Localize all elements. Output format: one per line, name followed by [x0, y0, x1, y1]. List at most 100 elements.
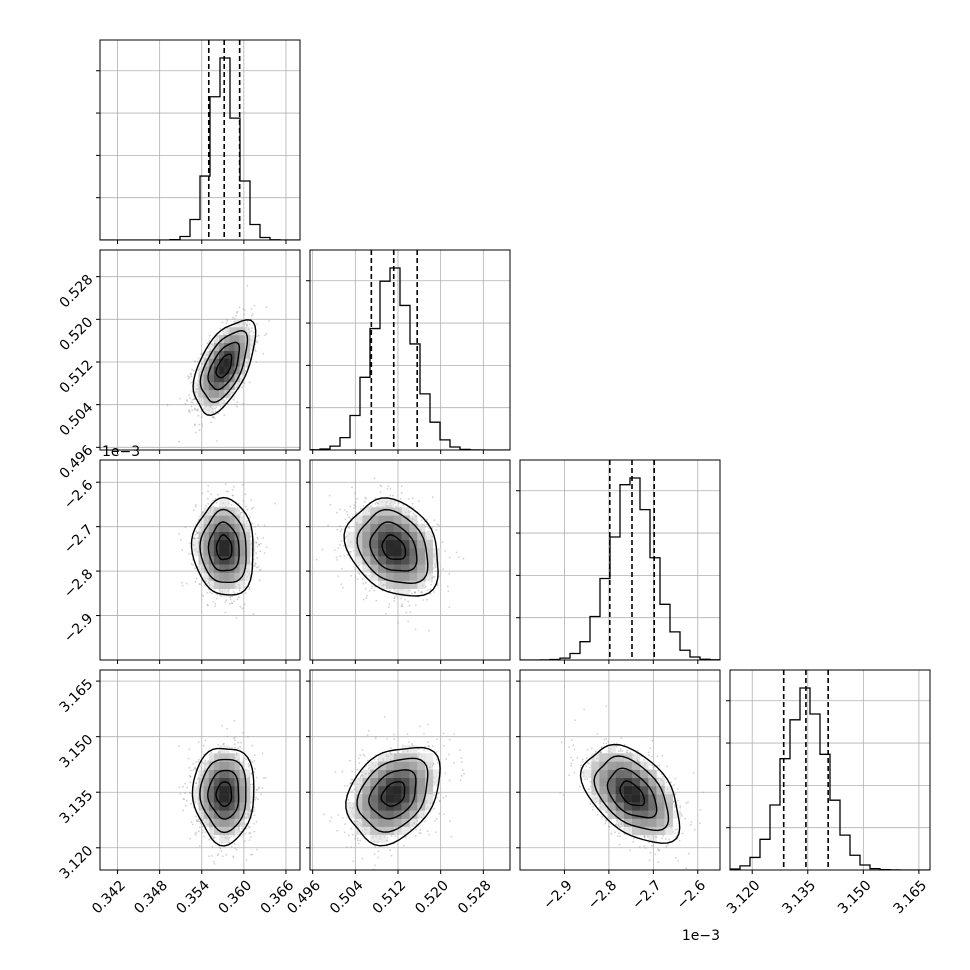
- density-cell: [244, 327, 251, 336]
- scatter-point: [188, 409, 191, 412]
- density-cell: [213, 381, 220, 390]
- scatter-point: [196, 403, 198, 405]
- density-cell: [409, 556, 418, 565]
- scatter-point: [193, 398, 196, 401]
- density-cell: [362, 564, 371, 573]
- scatter-point: [194, 360, 197, 363]
- density-cell: [219, 350, 225, 359]
- scatter-point: [315, 558, 318, 561]
- scatter-point: [352, 549, 355, 552]
- density-cell: [203, 572, 209, 581]
- scatter-point: [257, 524, 260, 526]
- scatter-point: [242, 402, 245, 405]
- scatter-point: [186, 400, 189, 402]
- density-cell: [203, 381, 209, 390]
- scatter-point: [391, 494, 394, 497]
- scatter-point: [441, 541, 444, 543]
- density-cell: [213, 572, 220, 581]
- density-cell: [219, 564, 225, 573]
- scatter-point: [226, 735, 229, 738]
- density-cell: [409, 531, 418, 541]
- density-cell: [370, 523, 379, 532]
- density-cell: [224, 580, 230, 589]
- scatter-point: [410, 592, 413, 595]
- scatter-point: [246, 324, 248, 327]
- scatter-point: [231, 494, 234, 497]
- scatter-point: [197, 369, 199, 371]
- scatter-point: [448, 556, 451, 559]
- scatter-point: [246, 366, 248, 368]
- scatter-point: [420, 590, 423, 593]
- scatter-point: [253, 565, 256, 567]
- scatter-point: [365, 594, 368, 597]
- scatter-point: [194, 567, 197, 570]
- scatter-point: [212, 415, 215, 418]
- scatter-point: [250, 308, 253, 310]
- density-cell: [385, 539, 394, 549]
- density-cell: [425, 564, 434, 573]
- scatter-point: [192, 536, 195, 539]
- density-cell: [234, 507, 240, 516]
- density-cell: [229, 327, 235, 336]
- scatter-point: [348, 516, 350, 518]
- density-cell: [213, 531, 220, 541]
- scatter-point: [447, 590, 450, 593]
- density-cell: [208, 358, 215, 367]
- scatter-point: [256, 323, 259, 325]
- scatter-point: [329, 503, 332, 506]
- density-cell: [370, 572, 379, 581]
- density-cell: [417, 523, 426, 532]
- scatter-point: [190, 562, 193, 565]
- scatter-point: [353, 492, 356, 495]
- scatter-point: [197, 357, 200, 360]
- density-cell: [417, 564, 426, 573]
- density-cell: [234, 556, 240, 565]
- scatter-point: [250, 853, 252, 856]
- density-cell: [203, 374, 209, 383]
- density-cell: [224, 327, 230, 336]
- scatter-point: [178, 533, 181, 535]
- scatter-point: [414, 592, 416, 594]
- density-cell: [370, 556, 379, 565]
- scatter-point: [201, 825, 204, 828]
- scatter-point: [233, 485, 235, 488]
- density-cell: [362, 523, 371, 532]
- scatter-point: [181, 584, 184, 587]
- scatter-point: [233, 592, 236, 595]
- density-cell: [385, 499, 394, 508]
- scatter-point: [213, 417, 216, 420]
- contour-line: [215, 353, 233, 379]
- density-cell: [425, 548, 434, 557]
- density-cell: [354, 515, 363, 524]
- scatter-point: [430, 580, 433, 583]
- density-cell: [224, 523, 230, 532]
- contour-line: [369, 521, 418, 572]
- scatter-point: [207, 502, 210, 505]
- scatter-point: [204, 831, 207, 834]
- scatter-point: [245, 859, 248, 861]
- scatter-point: [245, 505, 247, 508]
- density-cell: [378, 580, 387, 589]
- scatter-point: [227, 490, 230, 493]
- density-cell: [393, 580, 402, 589]
- density-cell: [208, 342, 215, 351]
- scatter-point: [455, 551, 458, 554]
- scatter-point: [417, 589, 420, 592]
- density-cell: [370, 531, 379, 541]
- density-cell: [401, 572, 410, 581]
- density-cell: [234, 539, 240, 549]
- scatter-point: [225, 599, 228, 602]
- scatter-point: [207, 484, 210, 487]
- scatter-point: [216, 593, 219, 596]
- density-cell: [239, 335, 245, 344]
- scatter-point: [339, 555, 342, 558]
- scatter-point: [225, 490, 228, 493]
- scatter-point: [221, 321, 224, 324]
- panel-frame: [309, 459, 511, 661]
- scatter-point: [393, 600, 396, 602]
- scatter-point: [265, 306, 268, 309]
- scatter-point: [408, 497, 410, 500]
- contour-line: [190, 496, 254, 596]
- scatter-point: [191, 368, 194, 371]
- scatter-point: [255, 341, 258, 344]
